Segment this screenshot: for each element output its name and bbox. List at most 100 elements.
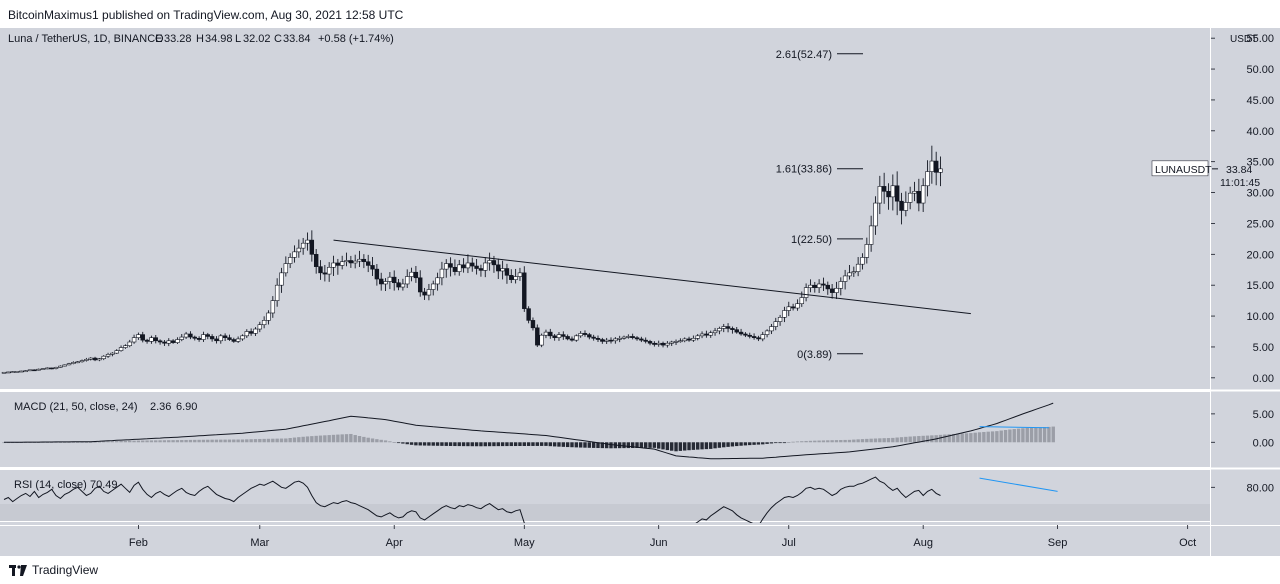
macd-histogram-bar xyxy=(236,439,240,443)
macd-histogram-bar xyxy=(258,438,262,443)
price-axis-label: 50.00 xyxy=(1246,64,1274,76)
macd-histogram-bar xyxy=(561,442,566,447)
ohlc-open-label: O xyxy=(155,33,164,45)
macd-histogram-bar xyxy=(102,441,106,443)
price-series xyxy=(1,145,971,374)
macd-histogram-bar xyxy=(726,442,730,447)
candle-down xyxy=(188,333,193,338)
candle-up xyxy=(721,326,726,329)
macd-histogram-bar xyxy=(453,442,457,447)
macd-histogram-bar xyxy=(700,442,704,450)
candle-up xyxy=(907,192,913,203)
candle-down xyxy=(504,268,510,276)
candle-up xyxy=(903,202,909,211)
candle-down xyxy=(812,284,817,288)
macd-histogram-bar xyxy=(665,442,670,451)
candle-up xyxy=(166,340,171,344)
candle-up xyxy=(855,263,861,272)
macd-histogram-bar xyxy=(643,442,648,448)
macd-histogram-bar xyxy=(71,442,76,443)
candle-up xyxy=(344,260,349,263)
macd-histogram-bar xyxy=(249,439,253,443)
candle-down xyxy=(899,200,904,211)
macd-histogram-bar xyxy=(340,434,344,443)
candle-up xyxy=(27,369,33,372)
candle-up xyxy=(669,341,674,344)
macd-histogram-bar xyxy=(947,434,951,443)
macd-histogram-bar xyxy=(1008,429,1012,443)
chart-area[interactable]: 2.61(52.47) 1.61(33.86) 1(22.50) 0(3.89) 55… xyxy=(0,28,1280,556)
price-axis-label: 15.00 xyxy=(1246,280,1274,292)
macd-histogram-bar xyxy=(860,439,865,443)
candle-down xyxy=(227,337,232,340)
macd-histogram-bar xyxy=(318,435,323,443)
candle-down xyxy=(686,338,692,341)
macd-histogram-bar xyxy=(279,438,284,443)
macd-histogram-bar xyxy=(544,442,548,446)
macd-histogram-bar xyxy=(310,436,314,443)
candle-up xyxy=(539,334,544,346)
candle-up xyxy=(326,266,332,275)
macd-histogram-bar xyxy=(787,442,791,443)
macd-histogram-bar xyxy=(67,442,71,443)
candle-down xyxy=(49,367,54,370)
candle-down xyxy=(461,264,466,269)
macd-histogram-bar xyxy=(713,442,717,449)
macd-histogram-bar xyxy=(492,442,496,447)
candle-up xyxy=(517,272,523,277)
macd-histogram-bar xyxy=(1012,429,1016,443)
macd-histogram-bar xyxy=(769,442,774,444)
macd-histogram-bar xyxy=(266,438,271,443)
candle-down xyxy=(630,336,635,338)
macd-histogram-bar xyxy=(375,439,379,443)
macd-histogram-bar xyxy=(1038,427,1042,443)
macd-histogram-bar xyxy=(444,442,448,446)
publisher-caption: BitcoinMaximus1 published on TradingView… xyxy=(8,8,404,22)
macd-histogram-bar xyxy=(1025,427,1029,443)
candle-up xyxy=(62,364,67,367)
macd-histogram-bar xyxy=(145,440,149,443)
macd-histogram-bar xyxy=(960,433,964,443)
macd-histogram-bar xyxy=(323,435,327,443)
macd-histogram-bar xyxy=(119,440,123,443)
macd-histogram-bar xyxy=(696,442,700,450)
macd-histogram-bar xyxy=(396,442,401,444)
macd-histogram-bar xyxy=(214,439,219,443)
macd-histogram-bar xyxy=(97,441,102,443)
macd-histogram-bar xyxy=(565,442,570,448)
candle-up xyxy=(929,160,935,172)
macd-histogram-bar xyxy=(466,442,470,447)
macd-histogram-bar xyxy=(995,431,999,443)
candle-up xyxy=(764,330,770,335)
candle-down xyxy=(535,327,540,346)
macd-histogram-bar xyxy=(709,442,713,449)
candle-down xyxy=(322,272,328,275)
macd-histogram-bar xyxy=(583,442,587,448)
candle-up xyxy=(175,339,180,343)
candle-down xyxy=(734,329,739,333)
candle-up xyxy=(218,335,223,342)
macd-histogram-bar xyxy=(219,439,223,443)
macd-histogram-bar xyxy=(54,442,58,443)
candle-up xyxy=(890,185,896,198)
macd-histogram-bar xyxy=(570,442,574,448)
macd-histogram-bar xyxy=(301,436,305,443)
macd-histogram-bar xyxy=(149,440,154,443)
tradingview-logo[interactable]: TradingView xyxy=(9,563,98,577)
macd-title: MACD (21, 50, close, 24) xyxy=(14,401,138,413)
macd-axis-label: 5.00 xyxy=(1253,409,1274,421)
macd-histogram-bar xyxy=(908,436,912,443)
macd-histogram-bar xyxy=(609,442,613,449)
price-tag-value: 33.84 xyxy=(1226,164,1252,176)
time-axis-label: Sep xyxy=(1048,537,1068,549)
macd-histogram-bar xyxy=(539,442,544,446)
candle-up xyxy=(708,332,713,336)
macd-histogram-bar xyxy=(722,442,726,448)
candle-up xyxy=(795,303,800,309)
macd-histogram-bar xyxy=(821,440,826,443)
candle-down xyxy=(448,263,453,268)
candle-up xyxy=(920,185,926,204)
descending-resistance-line xyxy=(333,239,971,315)
macd-histogram-bar xyxy=(245,439,249,443)
macd-histogram-bar xyxy=(1034,427,1038,443)
